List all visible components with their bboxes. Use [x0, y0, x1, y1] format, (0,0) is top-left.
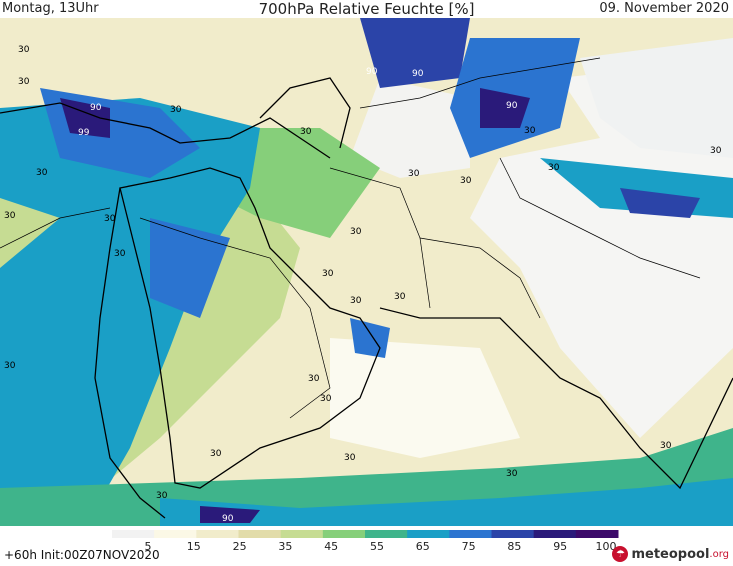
legend-tick-label: 35: [278, 540, 292, 553]
legend-color-box: [575, 530, 619, 538]
legend-tick-label: 100: [596, 540, 617, 553]
legend-color-box: [407, 530, 450, 538]
border-pakistan: [419, 237, 541, 319]
wet-band-west: [0, 98, 260, 518]
dry-region-arabian-sea: [330, 338, 520, 458]
contour-label: 30: [300, 127, 312, 137]
contour-label: 30: [114, 249, 126, 259]
legend-color-box: [322, 530, 366, 538]
legend-color-box: [365, 530, 408, 538]
contour-label: 30: [4, 211, 16, 221]
run-info-label: +60h Init:00Z07NOV2020: [4, 548, 160, 562]
contour-label: 30: [344, 453, 356, 463]
coastline-africa: [94, 187, 166, 519]
contour-label: 90: [222, 514, 234, 524]
contour-label: 30: [350, 296, 362, 306]
border-arabia: [139, 217, 331, 419]
legend-color-boxes: [112, 530, 619, 538]
brand-suffix: .org: [709, 548, 729, 560]
legend-tick-label: 55: [370, 540, 384, 553]
dry-region-tibet: [580, 38, 733, 158]
contour-label: 30: [156, 491, 168, 501]
contour-label: 30: [460, 176, 472, 186]
contour-label: 30: [36, 168, 48, 178]
legend-color-box: [196, 530, 239, 538]
contour-label: 30: [710, 146, 722, 156]
meteopool-logo-icon: ☂: [612, 546, 629, 562]
contour-label: 30: [170, 105, 182, 115]
legend-color-box: [238, 530, 282, 538]
wet-core-himalaya: [620, 188, 700, 218]
contour-label: 30: [660, 441, 672, 451]
contour-label: 90: [366, 67, 378, 77]
legend-tick-label: 45: [324, 540, 338, 553]
border-india: [499, 157, 701, 279]
legend-color-box: [449, 530, 492, 538]
brand-name: meteopool: [631, 546, 710, 562]
coastlines: [0, 77, 733, 519]
legend-tick-label: 25: [233, 540, 247, 553]
contour-label: 30: [548, 163, 560, 173]
contour-label: 30: [322, 269, 334, 279]
contour-label: 90: [412, 69, 424, 79]
chart-title: 700hPa Relative Feuchte [%]: [258, 0, 475, 18]
contour-label: 30: [210, 449, 222, 459]
contour-labels: 30 30 90 99 30 30 30 30 90 90 90 30 30 3…: [4, 45, 722, 524]
valid-time-label: Montag, 13Uhr: [2, 1, 99, 16]
legend-tick-label: 5: [145, 540, 152, 553]
contour-label: 30: [104, 214, 116, 224]
color-legend: 5 15 25 35 45 55 65 75 85 95 100: [112, 530, 619, 553]
contour-label: 30: [320, 394, 332, 404]
legend-color-box: [280, 530, 324, 538]
dry-region-india: [470, 58, 733, 438]
humidity-map: 30 30 90 99 30 30 30 30 90 90 90 30 30 3…: [0, 18, 733, 526]
dry-region-central-asia: [350, 78, 470, 178]
wet-core-caspian: [360, 18, 470, 88]
contour-label: 30: [308, 374, 320, 384]
contour-label: 99: [78, 128, 90, 138]
legend-tick-labels: 5 15 25 35 45 55 65 75 85 95 100: [145, 540, 617, 553]
legend-tick-label: 15: [187, 540, 201, 553]
legend-tick-label: 85: [507, 540, 521, 553]
legend-color-box: [491, 530, 535, 538]
border-central-asia: [359, 57, 601, 109]
very-wet-core-afghanistan: [480, 88, 530, 128]
contour-label: 30: [506, 469, 518, 479]
legend-tick-label: 75: [462, 540, 476, 553]
contour-label: 90: [90, 103, 102, 113]
wet-core-red-sea: [150, 218, 230, 318]
contour-label: 30: [350, 227, 362, 237]
very-wet-core-south: [200, 506, 260, 523]
legend-color-box: [154, 530, 197, 538]
contour-label: 90: [506, 101, 518, 111]
contour-label: 30: [18, 77, 30, 87]
border-iran: [329, 167, 431, 309]
legend-tick-label: 95: [553, 540, 567, 553]
border-egypt: [0, 207, 111, 249]
coastline-india: [379, 307, 733, 490]
contour-label: 30: [394, 292, 406, 302]
brand-logo[interactable]: ☂ meteopool .org: [612, 546, 729, 562]
legend-color-box: [533, 530, 577, 538]
legend-color-box: [112, 530, 155, 538]
legend-tick-label: 65: [416, 540, 430, 553]
coastline-arabia: [119, 167, 381, 489]
contour-label: 30: [4, 361, 16, 371]
contour-label: 30: [524, 126, 536, 136]
country-borders: [0, 57, 701, 419]
contour-label: 30: [18, 45, 30, 55]
valid-date-label: 09. November 2020: [599, 1, 729, 16]
wet-band-south: [160, 478, 733, 526]
coastline-north: [0, 102, 331, 159]
coastline-caspian: [259, 77, 351, 149]
contour-label: 30: [408, 169, 420, 179]
